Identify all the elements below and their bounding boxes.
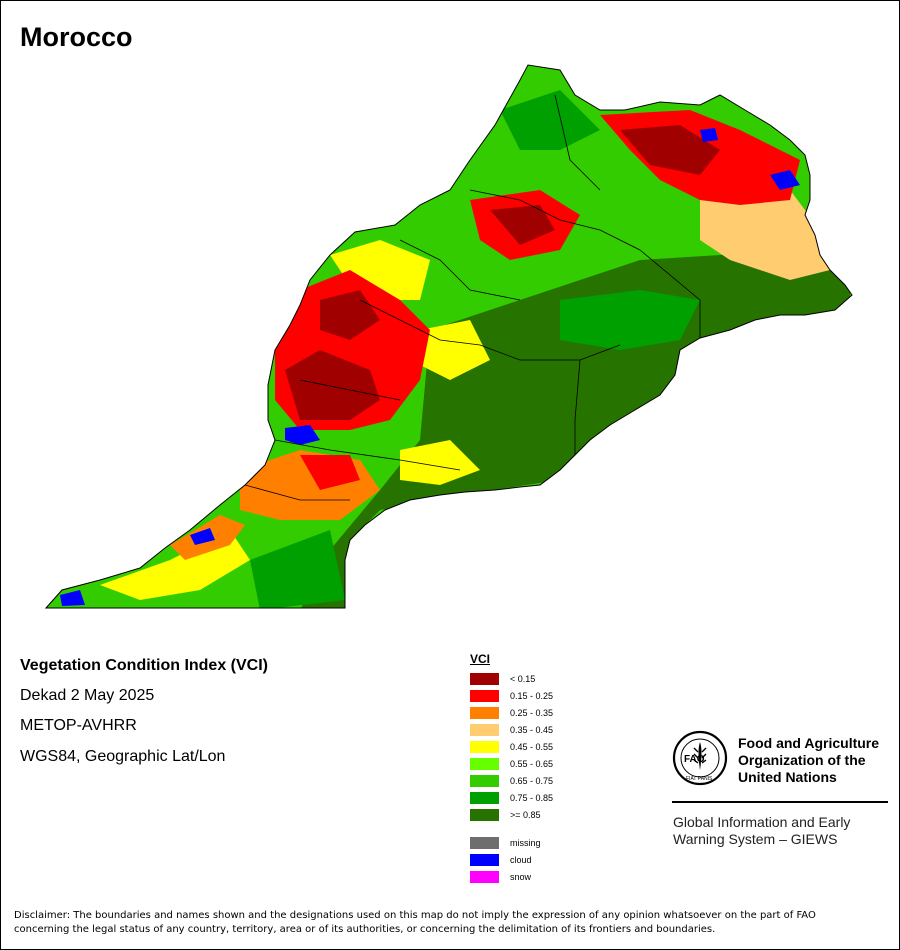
legend-label: cloud — [510, 854, 532, 865]
disclaimer-line2: concerning the legal status of any count… — [14, 924, 716, 935]
map-base-fill — [46, 65, 852, 608]
legend-swatch — [470, 723, 499, 736]
legend-swatch — [470, 757, 499, 770]
legend-label: 0.15 - 0.25 — [510, 690, 554, 701]
legend-item-cloud: cloud — [470, 853, 532, 866]
legend-item: >= 0.85 — [470, 808, 541, 821]
region-souss-red — [300, 455, 360, 490]
legend-label: snow — [510, 871, 532, 882]
legend-swatch — [470, 706, 499, 719]
cloud-patch-north — [700, 128, 718, 142]
region-northeast-darkred — [620, 125, 720, 175]
region-south-yellow — [400, 440, 480, 485]
sensor-label: METOP-AVHRR — [20, 717, 137, 734]
cloud-patch-east — [770, 170, 800, 190]
legend-label: 0.55 - 0.65 — [510, 758, 554, 769]
fao-divider — [672, 801, 888, 803]
legend-label: 0.45 - 0.55 — [510, 741, 554, 752]
legend-item: 0.15 - 0.25 — [470, 689, 553, 702]
disclaimer-line1: Disclaimer: The boundaries and names sho… — [14, 910, 816, 921]
legend-swatch — [470, 672, 499, 685]
fao-logo-letters: FAO — [684, 754, 705, 765]
legend-label: < 0.15 — [510, 673, 536, 684]
fao-logo-motto: FIAT PANIS — [686, 776, 713, 782]
admin-boundaries — [244, 94, 701, 501]
legend-label: 0.25 - 0.35 — [510, 707, 554, 718]
legend-label: 0.35 - 0.45 — [510, 724, 554, 735]
vci-map — [45, 64, 853, 609]
region-vci-good — [560, 290, 700, 350]
region-east-plateau — [700, 190, 830, 280]
legend-label: 0.65 - 0.75 — [510, 775, 554, 786]
legend-title: VCI — [470, 652, 491, 666]
legend-label: >= 0.85 — [510, 809, 541, 820]
giews-line1: Global Information and Early — [673, 814, 851, 830]
fao-name-line2: Organization of the — [738, 752, 866, 768]
cloud-patch-coast — [190, 528, 215, 545]
cloud-patch-south — [60, 590, 85, 606]
legend-item: 0.55 - 0.65 — [470, 757, 553, 770]
giews-name: Global Information and Early Warning Sys… — [673, 814, 850, 848]
region-central-yellow — [420, 320, 490, 380]
legend-swatch — [470, 689, 499, 702]
projection-label: WGS84, Geographic Lat/Lon — [20, 748, 226, 765]
region-center-darkred — [490, 205, 555, 245]
legend-label: 0.75 - 0.85 — [510, 792, 554, 803]
period-label: Dekad 2 May 2025 — [20, 687, 155, 704]
legend-item: 0.35 - 0.45 — [470, 723, 553, 736]
map-area — [45, 64, 853, 609]
index-name: Vegetation Condition Index (VCI) — [20, 657, 268, 674]
fao-block: FAO FIAT PANIS Food and Agriculture Orga… — [672, 730, 892, 850]
region-north-green — [500, 90, 600, 150]
fao-name-line3: United Nations — [738, 769, 837, 785]
legend-swatch — [470, 791, 499, 804]
legend-item: < 0.15 — [470, 672, 535, 685]
legend-swatch — [470, 836, 499, 849]
legend-swatch — [470, 774, 499, 787]
region-south-green — [250, 530, 345, 608]
cloud-patch-west — [285, 425, 320, 445]
legend-item-missing: missing — [470, 836, 541, 849]
legend-item: 0.75 - 0.85 — [470, 791, 553, 804]
region-atlantic-darkred — [285, 350, 380, 420]
fao-logo-icon: FAO FIAT PANIS — [672, 730, 728, 786]
fao-name-line1: Food and Agriculture — [738, 735, 880, 751]
map-title: Morocco — [20, 22, 133, 52]
fao-name: Food and Agriculture Organization of the… — [738, 735, 879, 786]
legend-item: 0.25 - 0.35 — [470, 706, 553, 719]
legend-item: 0.65 - 0.75 — [470, 774, 553, 787]
legend-item: 0.45 - 0.55 — [470, 740, 553, 753]
legend-swatch — [470, 870, 499, 883]
legend-label: missing — [510, 837, 541, 848]
legend-item-snow: snow — [470, 870, 531, 883]
legend-swatch — [470, 853, 499, 866]
legend-swatch — [470, 808, 499, 821]
disclaimer: Disclaimer: The boundaries and names sho… — [14, 909, 884, 937]
giews-line2: Warning System – GIEWS — [673, 831, 838, 847]
legend-swatch — [470, 740, 499, 753]
